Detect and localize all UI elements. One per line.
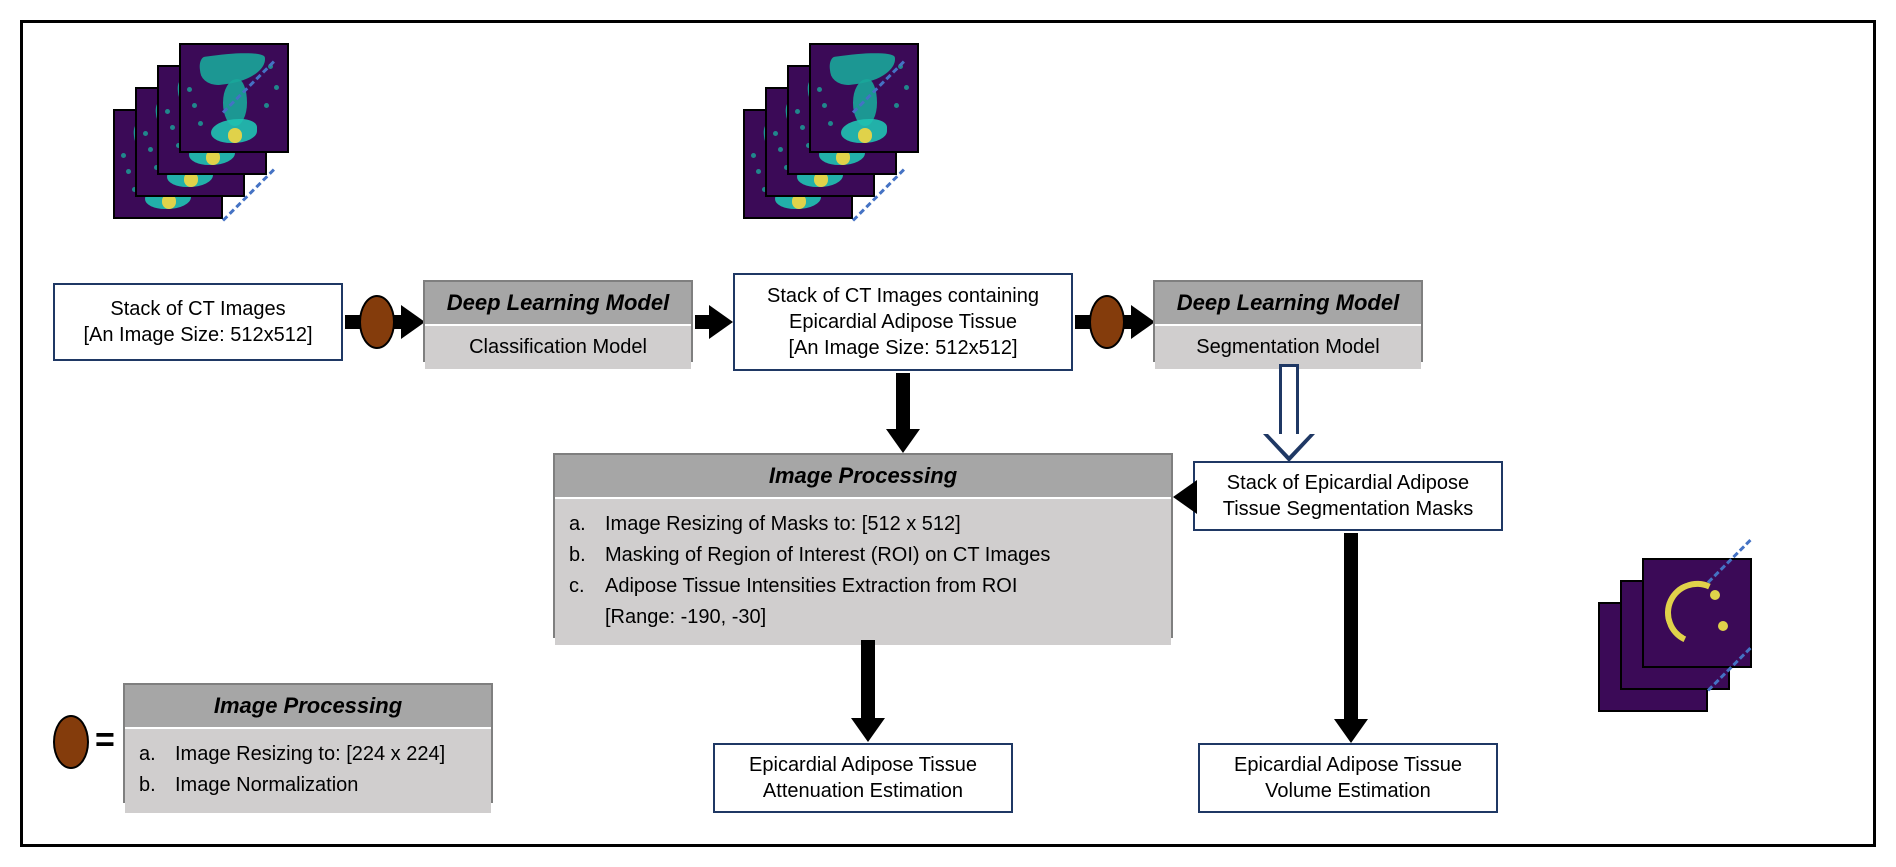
vol-l1: Epicardial Adipose Tissue xyxy=(1234,752,1462,778)
ct-stack-1 xyxy=(113,43,303,233)
legend-box: Image Processing a.Image Resizing to: [2… xyxy=(123,683,493,803)
attenuation-box: Epicardial Adipose Tissue Attenuation Es… xyxy=(713,743,1013,813)
filtered-l1: Stack of CT Images containing xyxy=(767,283,1039,309)
arrow-masks-to-proc xyxy=(1173,480,1197,514)
vol-l2: Volume Estimation xyxy=(1234,778,1462,804)
volume-box: Epicardial Adipose Tissue Volume Estimat… xyxy=(1198,743,1498,813)
legend-title: Image Processing xyxy=(125,685,491,729)
equals-sign: = xyxy=(95,721,115,760)
diagram-canvas: Stack of CT Images [An Image Size: 512x5… xyxy=(20,20,1876,847)
arrow-class-to-filtered xyxy=(695,305,733,339)
ct-stack-2 xyxy=(743,43,933,233)
input-box-line1: Stack of CT Images xyxy=(83,296,312,322)
processing-title: Image Processing xyxy=(555,455,1171,499)
filtered-l2: Epicardial Adipose Tissue xyxy=(767,309,1039,335)
ellipse-preproc-1 xyxy=(359,295,395,349)
arrow-filtered-to-proc xyxy=(886,373,920,453)
legend-list: a.Image Resizing to: [224 x 224] b.Image… xyxy=(125,729,491,813)
input-box-line2: [An Image Size: 512x512] xyxy=(83,322,312,348)
arrow-masks-to-volume xyxy=(1334,533,1368,743)
filtered-box: Stack of CT Images containing Epicardial… xyxy=(733,273,1073,371)
mask-stack xyxy=(1598,558,1768,728)
seg-output-box: Stack of Epicardial Adipose Tissue Segme… xyxy=(1193,461,1503,531)
processing-list: a.Image Resizing of Masks to: [512 x 512… xyxy=(555,499,1171,645)
classification-title: Deep Learning Model xyxy=(425,282,691,326)
atten-l2: Attenuation Estimation xyxy=(749,778,977,804)
atten-l1: Epicardial Adipose Tissue xyxy=(749,752,977,778)
segout-l1: Stack of Epicardial Adipose xyxy=(1223,470,1473,496)
filtered-l3: [An Image Size: 512x512] xyxy=(767,335,1039,361)
image-processing-box: Image Processing a.Image Resizing of Mas… xyxy=(553,453,1173,638)
segmentation-body: Segmentation Model xyxy=(1155,326,1421,369)
classification-model: Deep Learning Model Classification Model xyxy=(423,280,693,362)
segmentation-title: Deep Learning Model xyxy=(1155,282,1421,326)
segmentation-model: Deep Learning Model Segmentation Model xyxy=(1153,280,1423,362)
input-box: Stack of CT Images [An Image Size: 512x5… xyxy=(53,283,343,361)
arrow-seg-to-masks xyxy=(1263,364,1315,462)
classification-body: Classification Model xyxy=(425,326,691,369)
segout-l2: Tissue Segmentation Masks xyxy=(1223,496,1473,522)
ellipse-legend xyxy=(53,715,89,769)
arrow-proc-to-atten xyxy=(851,640,885,742)
ellipse-preproc-2 xyxy=(1089,295,1125,349)
